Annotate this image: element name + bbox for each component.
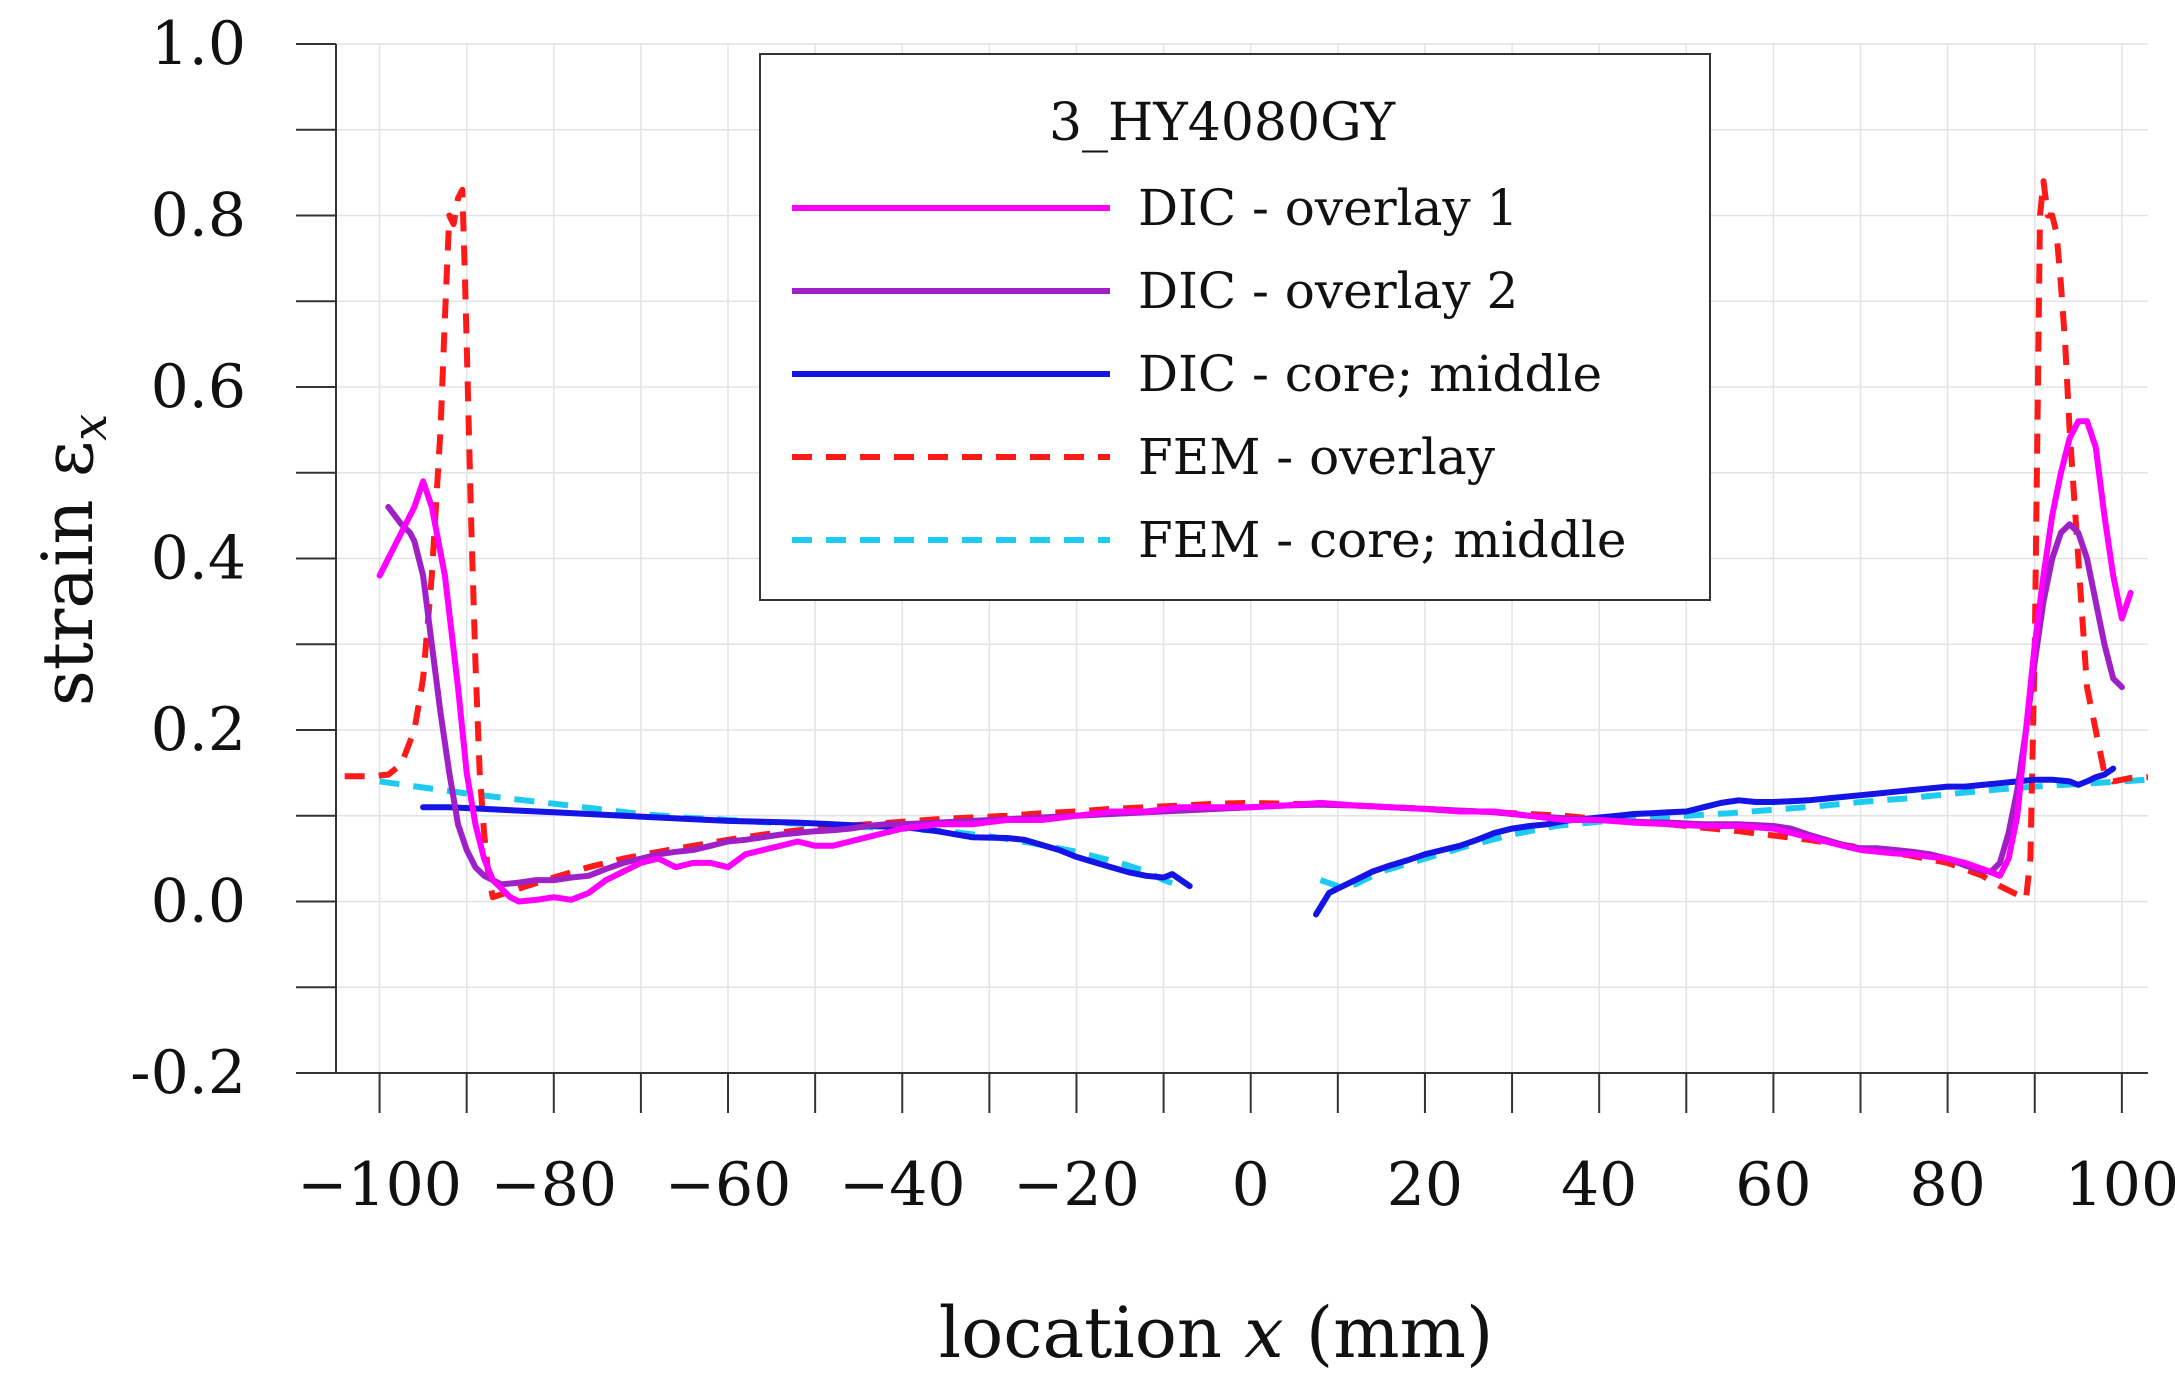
x-tick-label: 40 [1561, 1150, 1637, 1220]
y-tick-label: 0.4 [151, 524, 246, 594]
x-tick-label: −40 [839, 1150, 966, 1220]
x-tick-label: −100 [297, 1150, 462, 1220]
x-tick-label: 20 [1387, 1150, 1463, 1220]
y-axis-title: strain εx [27, 414, 118, 706]
series-line-fem-core-middle-seg-2 [1319, 776, 2149, 890]
x-axis-title-main: location [939, 1292, 1244, 1374]
y-tick-labels: 1.0 0.8 0.6 0.4 0.2 0.0 -0.2 [130, 9, 246, 1108]
y-tick-label: -0.2 [130, 1038, 246, 1108]
y-tick-label: 0.2 [151, 695, 246, 765]
series-layer [344, 178, 2149, 918]
y-tick-label: 0.6 [151, 352, 246, 422]
x-tick-label: −20 [1013, 1150, 1140, 1220]
x-tick-label: −60 [665, 1150, 792, 1220]
x-tick-label: 80 [1909, 1150, 1985, 1220]
legend-label: DIC - core; middle [1138, 345, 1602, 403]
x-tick-labels: −100 −80 −60 −40 −20 0 20 40 60 80 100 [297, 1150, 2175, 1220]
series-line-dic-core-middle-seg-2 [1313, 765, 2117, 918]
legend-entries: DIC - overlay 1 DIC - overlay 2 DIC - core… [792, 179, 1626, 569]
y-tick-label: 1.0 [151, 9, 246, 79]
series-line-fem-overlay-seg-1 [344, 178, 2149, 902]
x-axis-title-unit: (mm) [1284, 1292, 1494, 1374]
x-tick-label: −80 [490, 1150, 617, 1220]
x-axis-title-var: x [1244, 1292, 1283, 1374]
legend-label: DIC - overlay 2 [1138, 262, 1518, 320]
series-line-fem-core-middle-seg-1 [379, 778, 1182, 889]
ticks [296, 43, 2123, 1113]
legend-label: DIC - overlay 1 [1138, 179, 1518, 237]
series-line-dic-overlay-1-seg-1 [376, 418, 2134, 905]
legend-box [759, 53, 1711, 601]
y-axis-title-main: strain ε [27, 441, 109, 706]
x-tick-label: 60 [1735, 1150, 1811, 1220]
legend-label: FEM - core; middle [1138, 511, 1626, 569]
legend-title: 3_HY4080GY [1049, 93, 1396, 153]
x-axis-title: location x (mm) [939, 1292, 1494, 1374]
y-tick-label: 0.0 [151, 867, 246, 937]
x-tick-label: 0 [1232, 1150, 1270, 1220]
legend-label: FEM - overlay [1138, 428, 1496, 486]
y-axis-title-sub: x [62, 414, 118, 441]
x-tick-label: 100 [2065, 1150, 2175, 1220]
y-tick-label: 0.8 [151, 181, 246, 251]
